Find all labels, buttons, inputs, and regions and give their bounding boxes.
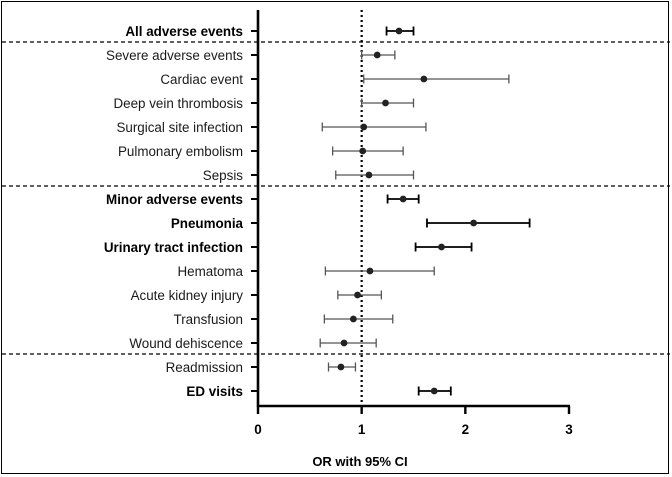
or-point-transfusion [349, 315, 357, 323]
or-point-wound-dehiscence [340, 339, 348, 347]
row-label-ed-visits: ED visits [186, 384, 243, 399]
or-point-deep-vein-thrombosis [382, 99, 389, 107]
row-label-pulmonary-embolism: Pulmonary embolism [118, 144, 243, 159]
row-label-surgical-site-infection: Surgical site infection [116, 120, 243, 135]
or-point-cardiac-event [420, 75, 428, 83]
or-point-all-adverse-events [395, 27, 403, 35]
or-point-minor-adverse-events [399, 195, 407, 203]
row-label-pneumonia: Pneumonia [171, 216, 244, 231]
or-point-ed-visits [430, 387, 438, 395]
or-point-readmission [337, 363, 345, 371]
or-point-severe-adverse-events [373, 51, 381, 59]
or-point-surgical-site-infection [360, 123, 368, 131]
row-label-sepsis: Sepsis [203, 168, 243, 183]
row-label-hematoma: Hematoma [178, 264, 244, 279]
x-tick-label-1: 1 [358, 422, 366, 437]
row-label-minor-adverse-events: Minor adverse events [106, 192, 243, 207]
row-label-wound-dehiscence: Wound dehiscence [129, 336, 243, 351]
row-label-urinary-tract-infection: Urinary tract infection [104, 240, 243, 255]
x-tick-label-3: 3 [565, 422, 573, 437]
or-point-urinary-tract-infection [438, 243, 445, 251]
or-point-hematoma [366, 267, 374, 275]
or-point-pulmonary-embolism [359, 147, 367, 155]
row-label-deep-vein-thrombosis: Deep vein thrombosis [113, 96, 243, 111]
x-tick-label-0: 0 [254, 422, 262, 437]
row-label-all-adverse-events: All adverse events [125, 24, 243, 39]
row-label-acute-kidney-injury: Acute kidney injury [131, 288, 244, 303]
or-point-acute-kidney-injury [354, 291, 361, 299]
or-point-sepsis [365, 171, 373, 179]
row-label-cardiac-event: Cardiac event [160, 72, 243, 87]
x-axis-label: OR with 95% CI [312, 454, 407, 469]
row-label-severe-adverse-events: Severe adverse events [106, 48, 243, 63]
x-tick-label-2: 2 [462, 422, 470, 437]
or-point-pneumonia [470, 219, 478, 227]
row-label-transfusion: Transfusion [174, 312, 243, 327]
row-label-readmission: Readmission [166, 360, 243, 375]
